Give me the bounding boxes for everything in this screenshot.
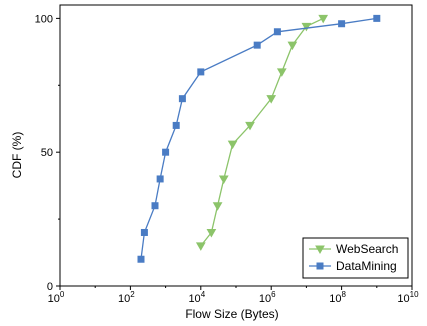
series-line-websearch: [200, 17, 324, 247]
legend-label-websearch: WebSearch: [336, 242, 398, 256]
data-point-websearch: [276, 68, 287, 77]
legend-label-datamining: DataMining: [336, 259, 397, 273]
data-point-websearch: [245, 121, 255, 131]
data-point-datamining: [151, 202, 159, 210]
x-axis-title: Flow Size (Bytes): [185, 307, 278, 321]
legend-marker-datamining: [316, 262, 324, 270]
data-point-datamining: [373, 14, 381, 22]
data-point-websearch: [212, 202, 223, 211]
data-point-datamining: [162, 148, 170, 156]
data-point-datamining: [156, 175, 164, 183]
y-tick-label: 100: [35, 13, 53, 25]
x-tick-label: 102: [118, 290, 135, 305]
data-point-datamining: [140, 228, 148, 236]
data-point-datamining: [178, 95, 186, 103]
data-point-websearch: [287, 41, 298, 51]
data-point-datamining: [137, 255, 145, 263]
legend-box: [302, 237, 409, 279]
x-tick-label: 104: [188, 290, 205, 305]
data-point-websearch: [318, 14, 329, 24]
data-point-websearch: [227, 140, 238, 150]
legend-marker-websearch: [315, 245, 325, 255]
legend: WebSearch DataMining: [302, 237, 409, 279]
data-point-websearch: [266, 95, 277, 104]
data-point-websearch: [195, 242, 206, 251]
x-tick-label: 100: [48, 290, 65, 305]
y-axis-title: CDF (%): [10, 132, 24, 179]
data-point-datamining: [172, 121, 180, 129]
data-point-websearch: [218, 175, 229, 184]
x-tick-label: 108: [329, 290, 346, 305]
y-tick-label: 50: [41, 147, 53, 159]
series-layer: [137, 14, 381, 263]
x-tick-label: 1010: [397, 290, 419, 305]
data-point-datamining: [338, 20, 346, 28]
data-point-datamining: [253, 41, 261, 49]
series-line-datamining: [140, 17, 377, 260]
data-point-websearch: [206, 228, 217, 238]
y-tick-label: 0: [47, 281, 53, 293]
ticks-layer: 100 102 104 106 108 1010 0 50 100: [35, 13, 419, 305]
data-point-websearch: [301, 22, 312, 32]
data-point-datamining: [273, 28, 281, 36]
data-point-datamining: [197, 68, 205, 76]
x-tick-label: 106: [259, 290, 276, 305]
